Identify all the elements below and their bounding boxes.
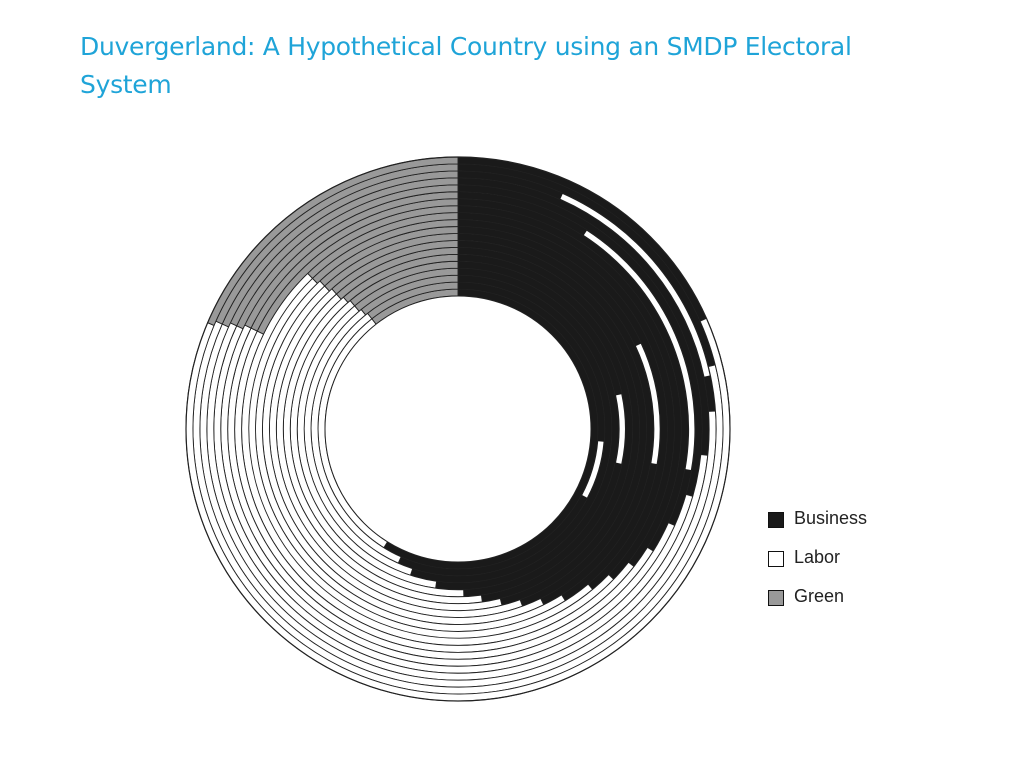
ring-gap [616, 394, 625, 464]
ring-outline [185, 156, 731, 702]
legend-swatch-labor [768, 551, 784, 567]
duvergerland-ring-diagram [185, 156, 731, 702]
legend-label-labor: Labor [794, 547, 841, 567]
slide-title: Duvergerland: A Hypothetical Country usi… [80, 32, 852, 99]
ring-gap [582, 441, 604, 498]
ring-gap [635, 343, 660, 465]
legend-swatch-business [768, 512, 784, 528]
legend-swatch-green [768, 590, 784, 606]
legend-label-business: Business [794, 508, 868, 528]
ring-gap [583, 230, 695, 471]
legend-label-green: Green [794, 586, 845, 606]
ring-center [324, 295, 592, 563]
